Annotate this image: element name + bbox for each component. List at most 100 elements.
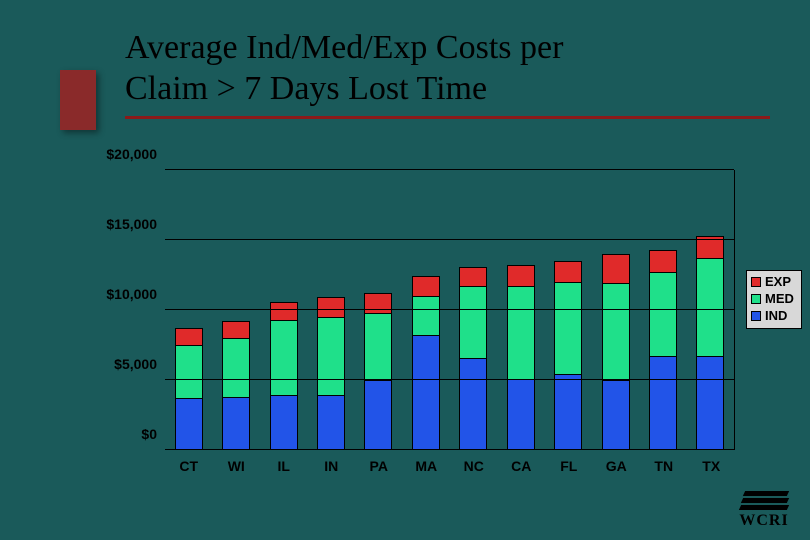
- stacked-bar: [602, 254, 630, 450]
- bar-column: [260, 170, 307, 450]
- legend-item: EXP: [751, 274, 797, 291]
- y-tick-label: $10,000: [106, 286, 157, 302]
- bar-segment-exp: [317, 297, 345, 317]
- y-tick-label: $15,000: [106, 216, 157, 232]
- bar-segment-ind: [412, 335, 440, 450]
- bar-segment-med: [222, 338, 250, 397]
- stacked-bar: [649, 250, 677, 450]
- stacked-bar: [175, 328, 203, 450]
- bar-column: [402, 170, 449, 450]
- bar-segment-exp: [412, 276, 440, 296]
- bar-segment-ind: [554, 374, 582, 450]
- chart: $0$5,000$10,000$15,000$20,000 CTWIILINPA…: [95, 170, 735, 490]
- bar-segment-exp: [270, 302, 298, 320]
- wcri-logo-text: WCRI: [738, 512, 790, 530]
- title-line-1: Average Ind/Med/Exp Costs per: [125, 29, 563, 66]
- wcri-logo: WCRI: [738, 491, 790, 530]
- bar-column: [212, 170, 259, 450]
- stacked-bar: [507, 265, 535, 450]
- plot-area: [165, 170, 735, 450]
- bar-segment-med: [696, 258, 724, 356]
- legend-label: IND: [765, 308, 787, 325]
- bar-segment-exp: [175, 328, 203, 345]
- stacked-bar: [317, 297, 345, 450]
- x-tick-label: CA: [498, 450, 546, 474]
- bar-column: [687, 170, 734, 450]
- stacked-bar: [364, 293, 392, 450]
- y-axis: $0$5,000$10,000$15,000$20,000: [95, 170, 165, 450]
- bar-segment-exp: [222, 321, 250, 338]
- bar-column: [592, 170, 639, 450]
- x-tick-label: TN: [640, 450, 688, 474]
- bar-segment-med: [602, 283, 630, 380]
- bar-segment-ind: [696, 356, 724, 450]
- bar-segment-ind: [270, 395, 298, 450]
- x-tick-label: TX: [688, 450, 736, 474]
- title-underline: [125, 116, 770, 119]
- bar-segment-med: [412, 296, 440, 335]
- bar-segment-ind: [175, 398, 203, 450]
- gridline: [165, 309, 734, 310]
- gridline: [165, 169, 734, 170]
- bar-segment-ind: [222, 397, 250, 450]
- bar-segment-ind: [602, 380, 630, 450]
- bar-column: [307, 170, 354, 450]
- stacked-bar: [696, 236, 724, 450]
- stacked-bar: [412, 276, 440, 450]
- x-tick-label: IN: [308, 450, 356, 474]
- bar-segment-exp: [602, 254, 630, 283]
- bar-column: [355, 170, 402, 450]
- bar-segment-med: [175, 345, 203, 398]
- stacked-bar: [459, 267, 487, 450]
- bar-column: [639, 170, 686, 450]
- x-tick-label: WI: [213, 450, 261, 474]
- bar-segment-ind: [649, 356, 677, 450]
- bar-segment-ind: [507, 379, 535, 450]
- legend: EXPMEDIND: [746, 270, 802, 329]
- bar-segment-med: [270, 320, 298, 396]
- bar-segment-med: [507, 286, 535, 378]
- bar-segment-exp: [554, 261, 582, 282]
- slide-title-block: Average Ind/Med/Exp Costs per Claim > 7 …: [70, 28, 770, 119]
- gridline: [165, 239, 734, 240]
- legend-swatch: [751, 311, 761, 321]
- title-bullet-box: [60, 70, 96, 130]
- bar-segment-med: [317, 317, 345, 395]
- bar-column: [497, 170, 544, 450]
- bar-segment-med: [364, 313, 392, 380]
- bar-segment-med: [459, 286, 487, 357]
- bar-segment-exp: [649, 250, 677, 272]
- legend-swatch: [751, 294, 761, 304]
- x-tick-label: GA: [593, 450, 641, 474]
- gridline: [165, 379, 734, 380]
- x-tick-label: FL: [545, 450, 593, 474]
- legend-label: EXP: [765, 274, 791, 291]
- slide-title: Average Ind/Med/Exp Costs per Claim > 7 …: [70, 28, 770, 110]
- wcri-logo-graphic: [738, 491, 790, 511]
- x-axis: CTWIILINPAMANCCAFLGATNTX: [165, 450, 735, 490]
- legend-label: MED: [765, 291, 794, 308]
- legend-item: MED: [751, 291, 797, 308]
- bar-segment-med: [649, 272, 677, 356]
- bar-column: [544, 170, 591, 450]
- legend-swatch: [751, 277, 761, 287]
- stacked-bar: [554, 261, 582, 450]
- stacked-bar: [222, 321, 250, 450]
- x-tick-label: NC: [450, 450, 498, 474]
- bar-segment-ind: [317, 395, 345, 450]
- bar-segment-exp: [459, 267, 487, 287]
- bar-segment-med: [554, 282, 582, 374]
- bar-segment-ind: [364, 380, 392, 450]
- x-tick-label: IL: [260, 450, 308, 474]
- y-tick-label: $0: [141, 426, 157, 442]
- bar-column: [165, 170, 212, 450]
- bars-container: [165, 170, 734, 450]
- title-line-2: Claim > 7 Days Lost Time: [125, 70, 487, 107]
- legend-item: IND: [751, 308, 797, 325]
- bar-column: [450, 170, 497, 450]
- bar-segment-ind: [459, 358, 487, 450]
- x-tick-label: PA: [355, 450, 403, 474]
- x-tick-label: MA: [403, 450, 451, 474]
- bar-segment-exp: [507, 265, 535, 286]
- stacked-bar: [270, 302, 298, 450]
